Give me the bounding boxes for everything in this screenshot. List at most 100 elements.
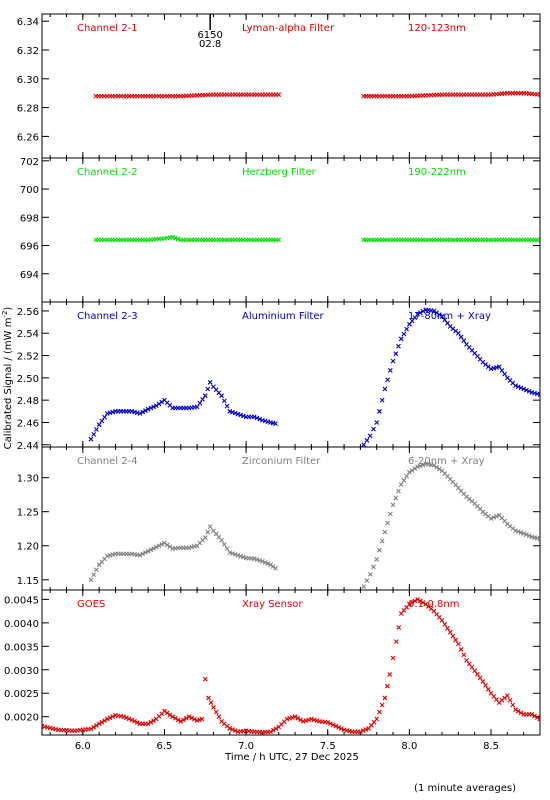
- data-point: [298, 717, 303, 723]
- data-point: [390, 655, 396, 661]
- y-tick-label: 6.32: [17, 46, 39, 57]
- data-point: [145, 721, 151, 727]
- data-point: [382, 529, 388, 535]
- annotation-text: 6150: [197, 30, 222, 41]
- data-point: [526, 533, 532, 539]
- panel-frame: [41, 157, 541, 303]
- data-point: [202, 535, 208, 540]
- data-point: [251, 414, 257, 420]
- data-point: [129, 717, 135, 723]
- data-point: [207, 524, 213, 530]
- data-point: [224, 403, 230, 409]
- data-point: [364, 437, 370, 443]
- data-point: [227, 726, 233, 731]
- data-point: [235, 411, 241, 417]
- data-point: [99, 418, 105, 424]
- data-point: [273, 421, 278, 426]
- data-point: [507, 697, 513, 703]
- data-point: [412, 466, 418, 471]
- data-point: [455, 641, 461, 647]
- data-point: [431, 462, 437, 468]
- data-point: [205, 386, 211, 392]
- data-point: [393, 351, 399, 357]
- data-point: [458, 647, 464, 652]
- panel-label: 17-80nm + Xray: [408, 311, 491, 322]
- data-point: [110, 714, 116, 719]
- data-point: [390, 502, 396, 508]
- data-point: [499, 368, 505, 373]
- data-point: [502, 371, 508, 377]
- data-point: [537, 392, 540, 397]
- data-point: [420, 308, 426, 314]
- y-tick-label: 0.0040: [4, 619, 39, 630]
- data-point: [88, 577, 94, 583]
- y-tick-label: 6.26: [17, 132, 39, 143]
- data-point: [232, 551, 238, 557]
- y-tick-label: 700: [20, 185, 39, 196]
- panel-label: Zirconium Filter: [242, 456, 321, 467]
- data-point: [134, 720, 140, 725]
- data-point: [91, 724, 97, 730]
- data-point: [445, 625, 450, 631]
- data-point: [227, 408, 233, 414]
- data-point: [121, 714, 127, 720]
- panel-label: Aluminium Filter: [242, 311, 325, 322]
- data-point: [126, 716, 132, 722]
- data-point: [415, 464, 420, 470]
- data-point: [273, 726, 279, 731]
- data-point: [382, 386, 388, 392]
- data-point: [102, 718, 107, 723]
- data-point: [382, 695, 388, 701]
- data-point: [186, 714, 192, 720]
- data-point: [455, 330, 461, 336]
- y-tick-label: 2.54: [17, 329, 39, 340]
- data-point: [295, 715, 301, 721]
- y-tick-label: 6.30: [17, 75, 39, 86]
- data-point: [524, 532, 529, 538]
- panel-label: 120-123nm: [408, 23, 466, 34]
- data-point: [406, 601, 412, 607]
- data-point: [461, 652, 467, 658]
- data-point: [396, 343, 401, 349]
- data-point: [396, 488, 401, 494]
- data-point: [96, 422, 102, 428]
- data-point: [393, 495, 399, 501]
- y-tick-label: 1.25: [17, 508, 39, 519]
- data-point: [393, 639, 399, 645]
- data-point: [371, 564, 376, 570]
- x-axis: 6.0 6.5 7.0 7.5 8.0 8.5: [75, 741, 499, 752]
- data-point: [156, 401, 162, 407]
- panel-label: Channel 2-2: [77, 167, 138, 178]
- data-point: [221, 541, 227, 547]
- y-tick-label: 6.34: [17, 17, 39, 28]
- data-point: [361, 584, 367, 589]
- data-point: [510, 702, 516, 708]
- x-tick-label: 8.0: [401, 741, 417, 752]
- data-point: [175, 717, 181, 723]
- data-point: [194, 404, 200, 410]
- data-point: [436, 312, 442, 318]
- data-point: [518, 710, 524, 716]
- panel-frame: [41, 589, 541, 736]
- data-series: [42, 596, 540, 735]
- x-tick-label: 6.5: [157, 741, 173, 752]
- y-tick-label: 694: [20, 270, 39, 281]
- data-point: [219, 537, 224, 543]
- data-point: [526, 388, 532, 394]
- data-point: [461, 338, 467, 344]
- data-point: [434, 464, 439, 470]
- data-point: [404, 326, 410, 332]
- data-point: [333, 723, 339, 729]
- data-point: [240, 554, 246, 560]
- chart-panels: 6.26 6.28 6.30 6.32 6.34 Channel 2-1 Lyman-alp…: [4, 13, 541, 736]
- data-point: [162, 540, 167, 546]
- y-tick-label: 2.56: [17, 307, 39, 318]
- data-point: [145, 406, 151, 412]
- data-point: [276, 237, 282, 243]
- data-point: [88, 726, 94, 732]
- data-point: [377, 547, 382, 553]
- data-point: [292, 714, 298, 720]
- data-point: [148, 719, 154, 725]
- y-tick-label: 0.0025: [4, 689, 39, 700]
- data-point: [254, 415, 260, 421]
